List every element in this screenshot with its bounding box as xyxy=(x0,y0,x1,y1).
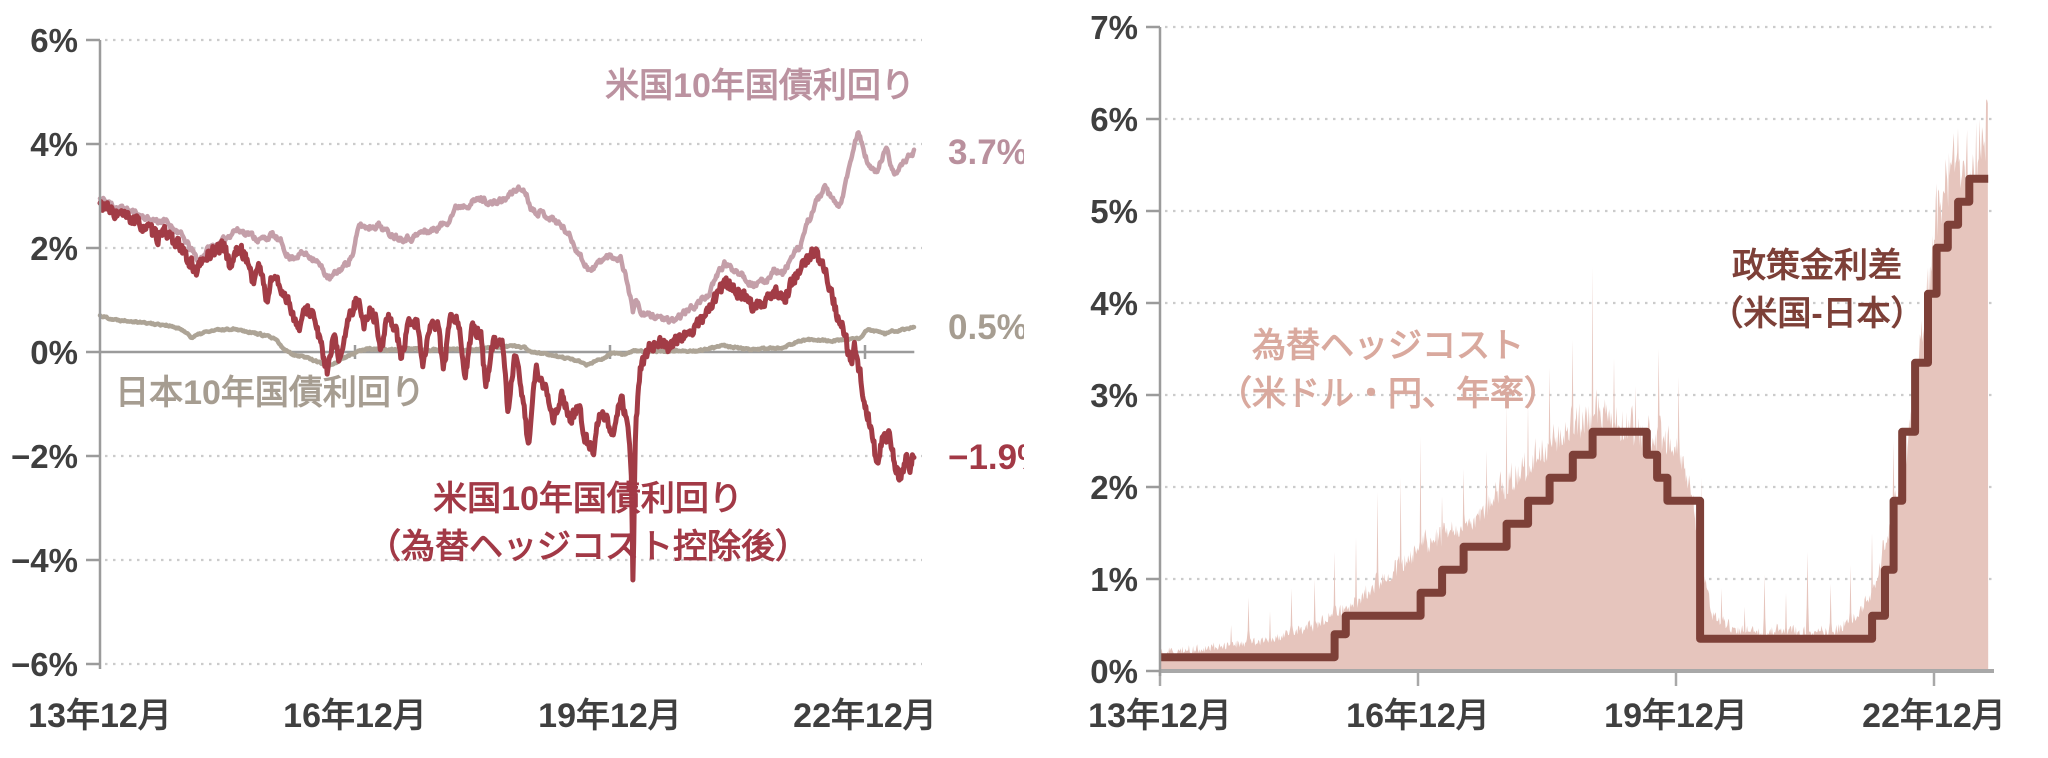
y-tick-label: 2% xyxy=(30,230,78,267)
series-line-2 xyxy=(97,199,917,583)
end-value-label-1: 0.5% xyxy=(948,308,1024,347)
end-value-label-2: −1.9% xyxy=(948,438,1024,477)
y-tick-label: −2% xyxy=(11,438,78,475)
series-line-0 xyxy=(97,130,917,325)
y-tick-label: 6% xyxy=(1090,101,1138,138)
x-tick-label: 22年12月 xyxy=(1862,697,2006,735)
x-tick-label: 16年12月 xyxy=(283,697,427,735)
series-label-left-2: （為替ヘッジコスト控除後） xyxy=(367,527,809,566)
y-tick-label: 1% xyxy=(1090,561,1138,598)
y-tick-label: 2% xyxy=(1090,469,1138,506)
y-tick-label: −6% xyxy=(11,646,78,683)
y-tick-label: 0% xyxy=(30,334,78,371)
y-tick-label: 6% xyxy=(30,22,78,59)
y-tick-label: 4% xyxy=(1090,285,1138,322)
series-label-right-0: （米国-日本） xyxy=(1709,294,1924,333)
x-tick-label: 19年12月 xyxy=(538,697,682,735)
x-tick-label: 13年12月 xyxy=(1088,697,1232,735)
y-tick-label: 3% xyxy=(1090,377,1138,414)
series-label-right-1: （米ドル・円、年率） xyxy=(1218,374,1558,413)
x-tick-label: 22年12月 xyxy=(793,697,937,735)
series-line-1 xyxy=(97,313,917,369)
series-label-left-2: 米国10年国債利回り xyxy=(433,480,743,518)
series-label-right-0: 政策金利差 xyxy=(1732,246,1902,285)
x-tick-label: 16年12月 xyxy=(1346,697,1490,735)
right-chart-svg: 7% 6% 5% 4% 3% 2% 1% 0% 13年12月 16年12月 19年12月 22年12月… xyxy=(1088,9,2006,735)
x-tick-label: 13年12月 xyxy=(28,697,172,735)
end-value-label-0: 3.7% xyxy=(948,133,1024,172)
x-tick-label: 19年12月 xyxy=(1604,697,1748,735)
right-chart: 7% 6% 5% 4% 3% 2% 1% 0% 13年12月 16年12月 19年12月 22年12月… xyxy=(1024,0,2048,758)
y-tick-label: 4% xyxy=(30,126,78,163)
left-chart: 3.7% 0.5% −1.9% 6% 4% 2% 0% −2% −4% −6% 13年12月 16年1… xyxy=(11,22,1024,735)
series-label-left-1: 日本10年国債利回り xyxy=(115,374,425,412)
y-tick-label: −4% xyxy=(11,542,78,579)
series-label-left-0: 米国10年国債利回り xyxy=(605,67,915,105)
series-label-right-1: 為替ヘッジコスト xyxy=(1252,327,1524,365)
left-chart-svg: 3.7% 0.5% −1.9% 6% 4% 2% 0% −2% −4% −6% 13年12月 16年1… xyxy=(11,22,1024,735)
y-tick-label: 0% xyxy=(1090,653,1138,690)
hedge-cost-area xyxy=(1160,99,1989,671)
y-tick-label: 7% xyxy=(1090,9,1138,46)
y-tick-label: 5% xyxy=(1090,193,1138,230)
policy-rate-step-line xyxy=(1160,174,1989,662)
